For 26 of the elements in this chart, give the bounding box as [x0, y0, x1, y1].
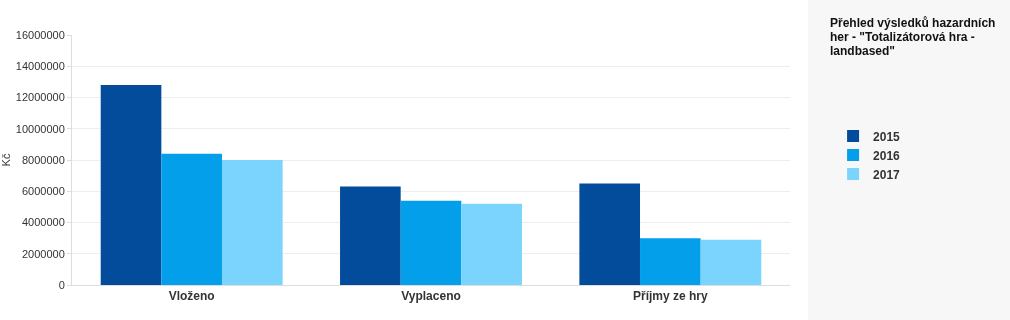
legend-label: 2017	[873, 167, 901, 182]
x-tick-label: Příjmy ze hry	[632, 289, 709, 304]
y-tick-label: 6000000	[21, 185, 65, 198]
bar	[340, 186, 401, 285]
y-tick-label: 4000000	[21, 216, 65, 229]
bar	[221, 160, 283, 285]
x-tick-label: Vloženo	[168, 289, 215, 304]
bar	[161, 153, 222, 285]
legend-label: 2016	[873, 148, 901, 163]
bar	[640, 238, 701, 285]
y-tick-label: 10000000	[15, 122, 65, 135]
bar	[461, 203, 522, 285]
bar	[579, 183, 641, 285]
text: Přehled výsledků hazardních her - "Totalizátorová hra - landbased"	[830, 16, 997, 58]
x-tick-label: Vyplaceno	[401, 289, 461, 304]
y-tick-label: 14000000	[15, 60, 65, 73]
legend-label: 2015	[873, 129, 901, 144]
bar	[400, 200, 462, 285]
y-tick-label: 8000000	[21, 153, 65, 166]
y-tick-label: 0	[58, 278, 65, 291]
bar	[700, 239, 762, 285]
y-tick-label: 12000000	[15, 91, 65, 104]
y-tick-label: 2000000	[21, 247, 65, 260]
y-tick-label: 16000000	[15, 28, 65, 41]
bar	[100, 85, 162, 285]
y-axis-title: Kč	[0, 153, 13, 167]
